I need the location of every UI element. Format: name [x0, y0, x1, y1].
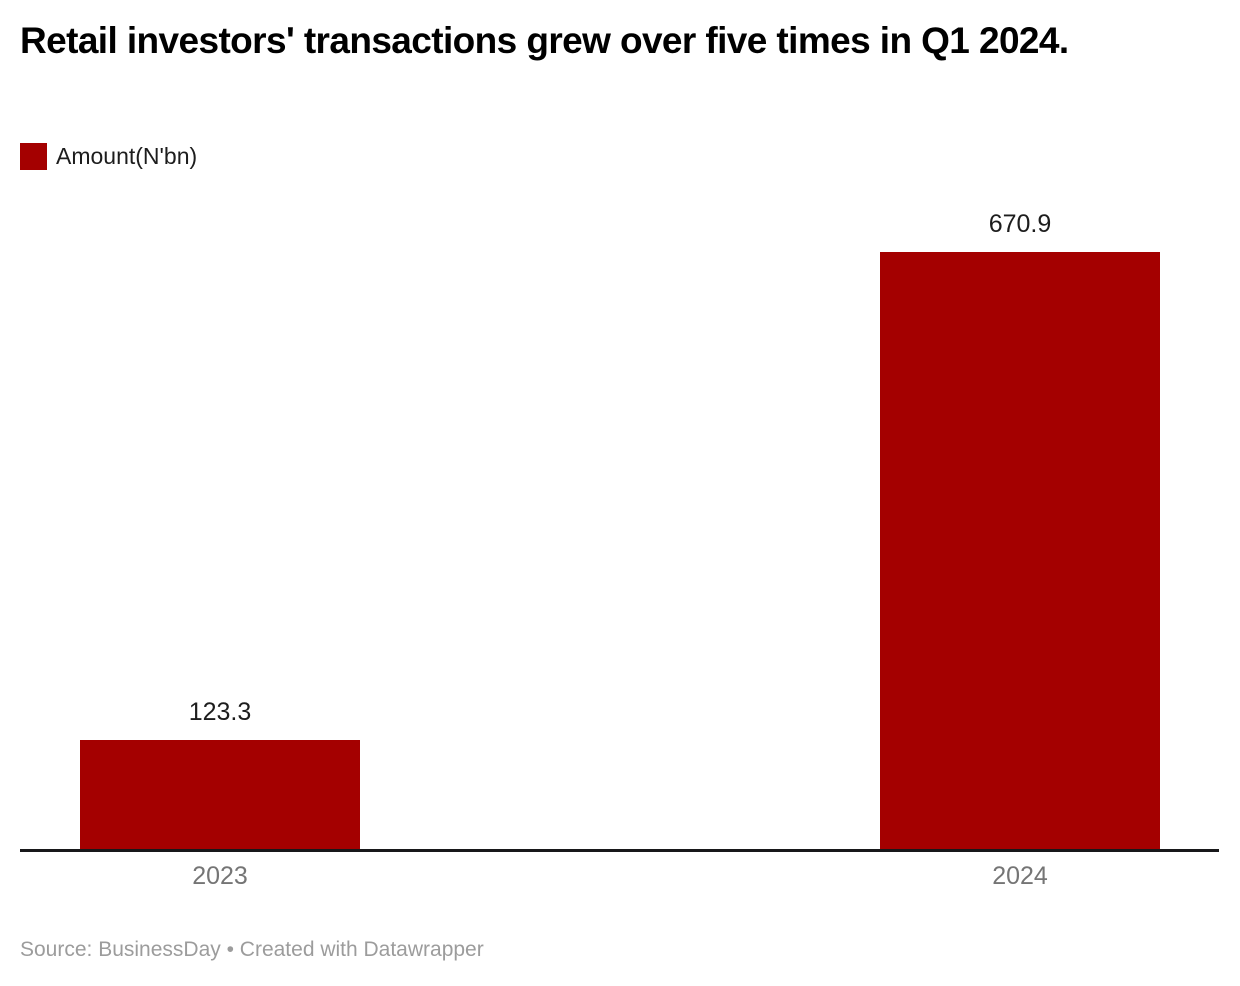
- x-tick-label-2024: 2024: [992, 862, 1048, 890]
- x-axis-line: [20, 849, 1219, 852]
- bar-2024[interactable]: [880, 252, 1160, 850]
- legend: Amount(N'bn): [20, 143, 197, 170]
- bar-chart: 123.3 2023 670.9 2024: [20, 200, 1220, 890]
- x-tick-label-2023: 2023: [192, 862, 248, 890]
- chart-title: Retail investors' transactions grew over…: [20, 20, 1069, 61]
- legend-label: Amount(N'bn): [56, 143, 198, 169]
- bar-2023[interactable]: [80, 740, 360, 850]
- value-label-2024: 670.9: [988, 210, 1052, 238]
- source-line: Source: BusinessDay • Created with Dataw…: [20, 938, 484, 961]
- legend-swatch-icon: [20, 143, 47, 170]
- value-label-2023: 123.3: [188, 698, 252, 726]
